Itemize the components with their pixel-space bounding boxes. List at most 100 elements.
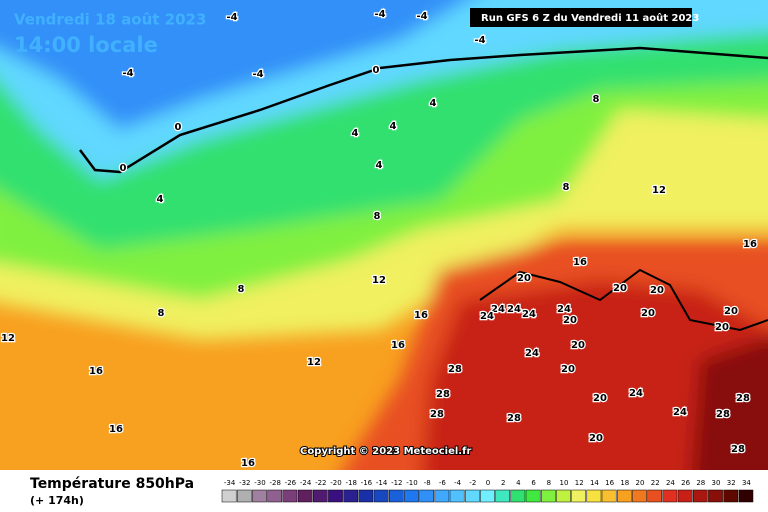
twenty-isotherm [479, 268, 768, 332]
legend-swatch [677, 489, 693, 503]
contour-label: 24 [673, 407, 687, 418]
contour-label: 24 [522, 309, 536, 320]
legend-swatch [495, 489, 511, 503]
contour-label: 28 [430, 409, 444, 420]
legend-label: -18 [345, 479, 356, 487]
contour-label: 4 [430, 98, 437, 109]
contour-label: 0 [120, 163, 127, 174]
contour-label: 4 [157, 194, 164, 205]
legend-swatch [632, 489, 647, 503]
legend-label: 28 [696, 479, 705, 487]
legend-label: -2 [469, 479, 476, 487]
legend-swatch [510, 489, 526, 503]
legend-swatch [647, 489, 663, 503]
legend-label: 4 [516, 479, 521, 487]
legend-label: -4 [454, 479, 462, 487]
contour-label: 12 [307, 357, 321, 368]
legend-swatch [571, 489, 587, 503]
copyright: Copyright © 2023 Meteociel.fr [300, 446, 471, 457]
contour-label: 28 [731, 444, 745, 455]
contour-label: 28 [448, 364, 462, 375]
contour-label: 24 [557, 304, 571, 315]
legend-label: 2 [501, 479, 505, 487]
contour-label: 0 [175, 122, 182, 133]
contour-label: 28 [736, 393, 750, 404]
legend-swatch [221, 489, 237, 503]
legend-swatch [662, 489, 678, 503]
legend-label: -22 [315, 479, 326, 487]
legend-swatch [616, 489, 632, 503]
legend-label: 12 [575, 479, 584, 487]
contour-label: 12 [1, 333, 15, 344]
legend-swatch [297, 489, 313, 503]
contour-label: 4 [376, 160, 383, 171]
legend-label: -16 [361, 479, 373, 487]
contour-label: 0 [373, 65, 380, 76]
legend-swatch [723, 489, 739, 503]
legend: -34 -32 -30 -28 -26 -24 -22 -20 -18 -16 -14 -12 -10-… [221, 479, 754, 503]
legend-swatch [282, 489, 298, 503]
legend-swatch [388, 489, 404, 503]
contour-label: 16 [109, 424, 123, 435]
legend-swatch [312, 489, 328, 503]
legend-swatch [252, 489, 267, 503]
contour-label: 20 [517, 273, 531, 284]
contour-label: 28 [507, 413, 521, 424]
legend-swatch [692, 489, 708, 503]
legend-label: -10 [406, 479, 417, 487]
contour-label: 16 [743, 239, 757, 250]
legend-swatch [464, 489, 480, 503]
legend-label: -30 [254, 479, 265, 487]
contour-label: 8 [374, 211, 381, 222]
contour-label: -4 [374, 9, 385, 20]
legend-swatch [540, 489, 556, 503]
legend-swatch [738, 489, 754, 503]
legend-label: -14 [376, 479, 388, 487]
contour-label: 16 [89, 366, 103, 377]
contour-label: 24 [507, 304, 521, 315]
contour-label: 20 [715, 322, 729, 333]
contour-label: 20 [650, 285, 664, 296]
legend-swatch [525, 489, 541, 503]
zero-isotherm [79, 46, 768, 174]
legend-label: 34 [742, 479, 751, 487]
legend-label: 32 [727, 479, 736, 487]
legend-label: 24 [666, 479, 675, 487]
legend-label: 0 [486, 479, 490, 487]
legend-label: 14 [590, 479, 599, 487]
legend-label: 26 [681, 479, 690, 487]
legend-swatch [328, 489, 343, 503]
legend-label: -34 [224, 479, 236, 487]
contour-label: 16 [414, 310, 428, 321]
contour-label: 24 [525, 348, 539, 359]
legend-label: 8 [547, 479, 551, 487]
contour-label: 4 [390, 121, 397, 132]
contour-label: 12 [652, 185, 666, 196]
legend-label: 16 [605, 479, 614, 487]
legend-swatch [480, 489, 495, 503]
legend-label: -8 [424, 479, 431, 487]
contour-label: 28 [716, 409, 730, 420]
contour-label: 20 [563, 315, 577, 326]
contour-label: 20 [571, 340, 585, 351]
contour-label: 20 [613, 283, 627, 294]
legend-label: 6 [531, 479, 536, 487]
legend-label: -32 [239, 479, 250, 487]
legend-swatch [373, 489, 389, 503]
contour-label: -4 [416, 11, 427, 22]
contour-label: -4 [252, 69, 263, 80]
legend-swatch [449, 489, 465, 503]
lead-time: (+ 174h) [30, 494, 84, 507]
legend-label: -24 [300, 479, 312, 487]
contour-label: 20 [561, 364, 575, 375]
legend-swatch [586, 489, 602, 503]
legend-label: -26 [285, 479, 297, 487]
field-title: Température 850hPa [30, 476, 194, 492]
contour-label: 24 [491, 304, 505, 315]
contour-label: -4 [226, 12, 237, 23]
legend-label: 20 [636, 479, 645, 487]
contour-label: 20 [589, 433, 603, 444]
contour-label: 24 [480, 311, 494, 322]
contour-label: 20 [593, 393, 607, 404]
